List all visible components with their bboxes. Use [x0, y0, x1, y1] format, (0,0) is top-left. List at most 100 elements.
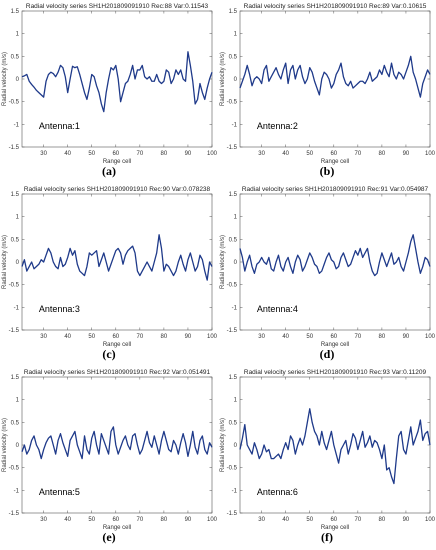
chart-e-svg: Radial velocity series SH1H201809091910 …	[2, 369, 218, 531]
x-axis-label: Range cell	[103, 525, 131, 531]
y-tick-label: 0.5	[229, 420, 238, 426]
x-tick-label: 40	[282, 517, 289, 523]
chart-b-caption: (b)	[319, 164, 335, 178]
chart-a-caption: (a)	[102, 164, 116, 178]
x-tick-label: 90	[403, 151, 410, 157]
y-tick-label: -0.5	[9, 100, 20, 106]
chart-title: Radial velocity series SH1H201809091910 …	[26, 3, 209, 10]
chart-c-caption: (c)	[102, 347, 116, 361]
y-tick-label: 0.5	[11, 420, 20, 426]
x-tick-label: 100	[207, 334, 218, 340]
y-tick-label: -1	[232, 122, 238, 128]
y-tick-label: -1.5	[9, 328, 20, 334]
x-tick-label: 30	[258, 517, 265, 523]
chart-f-svg: Radial velocity series SH1H201809091910 …	[220, 369, 436, 531]
antenna-annotation: Antenna:6	[257, 487, 298, 497]
y-tick-label: 1	[234, 32, 238, 38]
antenna-annotation: Antenna:3	[39, 304, 80, 314]
antenna-annotation: Antenna:4	[257, 304, 298, 314]
y-tick-label: -1	[14, 488, 20, 494]
y-tick-label: 0	[16, 260, 20, 266]
y-axis-label: Radial velocity (m/s)	[2, 235, 8, 289]
chart-title: Radial velocity series SH1H201809091910 …	[244, 3, 427, 10]
plot-frame	[239, 193, 431, 331]
y-tick-label: 1	[16, 32, 20, 38]
x-tick-label: 100	[207, 517, 218, 523]
series-line	[21, 426, 213, 460]
x-tick-label: 40	[64, 517, 71, 523]
x-tick-label: 80	[379, 517, 386, 523]
x-tick-label: 40	[282, 151, 289, 157]
chart-c-svg: Radial velocity series SH1H201809091910 …	[2, 186, 218, 348]
x-axis-label: Range cell	[321, 159, 349, 165]
y-tick-label: 1	[234, 398, 238, 404]
y-tick-label: 0.5	[229, 237, 238, 243]
x-tick-label: 90	[403, 334, 410, 340]
y-tick-label: -1.5	[227, 328, 238, 334]
chart-panel-c: Radial velocity series SH1H201809091910 …	[0, 183, 218, 366]
y-tick-label: -1	[232, 305, 238, 311]
x-tick-label: 30	[258, 334, 265, 340]
chart-panel-a: Radial velocity series SH1H201809091910 …	[0, 0, 218, 183]
series-line	[21, 51, 213, 113]
x-tick-label: 60	[112, 334, 119, 340]
x-tick-label: 90	[185, 334, 192, 340]
y-tick-label: 1	[234, 215, 238, 221]
x-tick-label: 70	[137, 517, 144, 523]
y-tick-label: -1	[14, 122, 20, 128]
y-tick-label: 1.5	[229, 375, 238, 381]
x-tick-label: 70	[137, 334, 144, 340]
y-tick-label: 0	[234, 443, 238, 449]
y-tick-label: 0.5	[229, 54, 238, 60]
y-tick-label: -1.5	[227, 511, 238, 517]
antenna-annotation: Antenna:5	[39, 487, 80, 497]
x-tick-label: 30	[40, 517, 47, 523]
chart-panel-d: Radial velocity series SH1H201809091910 …	[218, 183, 436, 366]
chart-title: Radial velocity series SH1H201809091910 …	[24, 369, 211, 376]
x-tick-label: 50	[306, 334, 313, 340]
x-tick-label: 100	[425, 334, 436, 340]
y-tick-label: -0.5	[227, 283, 238, 289]
x-tick-label: 60	[112, 517, 119, 523]
y-tick-label: -0.5	[9, 466, 20, 472]
x-tick-label: 80	[161, 334, 168, 340]
x-tick-label: 50	[88, 517, 95, 523]
x-tick-label: 100	[207, 151, 218, 157]
y-tick-label: 1	[16, 215, 20, 221]
chart-title: Radial velocity series SH1H201809091910 …	[24, 186, 211, 193]
chart-panel-f: Radial velocity series SH1H201809091910 …	[218, 366, 436, 549]
x-tick-label: 60	[330, 334, 337, 340]
x-tick-label: 70	[355, 151, 362, 157]
x-tick-label: 80	[161, 517, 168, 523]
y-tick-label: -0.5	[227, 100, 238, 106]
x-tick-label: 80	[379, 151, 386, 157]
x-tick-label: 100	[425, 517, 436, 523]
y-tick-label: 1.5	[11, 192, 20, 198]
y-tick-label: -1.5	[9, 145, 20, 151]
y-tick-label: 1.5	[11, 375, 20, 381]
x-axis-label: Range cell	[321, 525, 349, 531]
chart-title: Radial velocity series SH1H201809091910 …	[242, 186, 429, 193]
chart-d-caption: (d)	[319, 347, 335, 361]
x-tick-label: 30	[258, 151, 265, 157]
x-tick-label: 90	[185, 151, 192, 157]
y-tick-label: -1	[14, 305, 20, 311]
chart-panel-e: Radial velocity series SH1H201809091910 …	[0, 366, 218, 549]
y-tick-label: -0.5	[227, 466, 238, 472]
x-tick-label: 80	[379, 334, 386, 340]
x-tick-label: 30	[40, 151, 47, 157]
antenna-annotation: Antenna:1	[39, 121, 80, 131]
x-tick-label: 90	[185, 517, 192, 523]
chart-f-caption: (f)	[321, 530, 333, 544]
x-tick-label: 40	[282, 334, 289, 340]
y-tick-label: 1.5	[229, 9, 238, 15]
chart-a-svg: Radial velocity series SH1H201809091910 …	[2, 3, 218, 165]
y-tick-label: 0.5	[11, 237, 20, 243]
x-axis-label: Range cell	[103, 342, 131, 348]
chart-title: Radial velocity series SH1H201809091910 …	[244, 369, 427, 376]
y-tick-label: 1.5	[11, 9, 20, 15]
series-line	[239, 55, 431, 98]
x-tick-label: 60	[330, 151, 337, 157]
x-tick-label: 50	[88, 334, 95, 340]
chart-b-svg: Radial velocity series SH1H201809091910 …	[220, 3, 436, 165]
